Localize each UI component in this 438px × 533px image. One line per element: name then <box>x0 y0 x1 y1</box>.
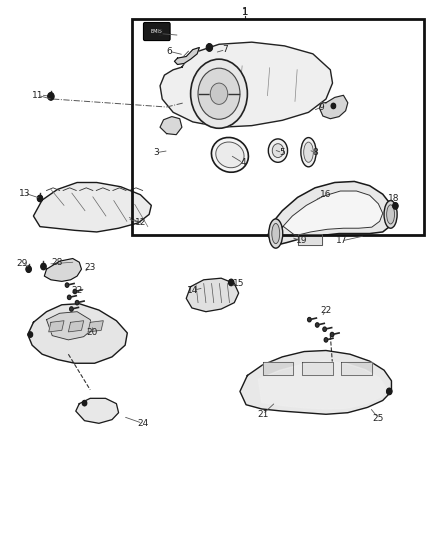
Bar <box>132 19 424 235</box>
Text: 11: 11 <box>32 91 43 100</box>
Circle shape <box>67 295 71 300</box>
Polygon shape <box>240 351 392 414</box>
Text: 21: 21 <box>257 410 268 419</box>
Circle shape <box>330 333 334 337</box>
Ellipse shape <box>216 142 244 168</box>
Polygon shape <box>297 233 321 245</box>
Polygon shape <box>160 42 332 127</box>
Polygon shape <box>258 361 386 409</box>
Text: 15: 15 <box>233 279 244 288</box>
Circle shape <box>70 307 73 311</box>
Text: 20: 20 <box>87 328 98 337</box>
Circle shape <box>65 283 69 287</box>
Polygon shape <box>186 278 239 312</box>
Polygon shape <box>283 191 383 236</box>
Circle shape <box>210 83 228 104</box>
Polygon shape <box>28 304 127 364</box>
Circle shape <box>387 388 392 394</box>
Text: 22: 22 <box>71 286 83 295</box>
Text: 7: 7 <box>223 45 229 54</box>
Polygon shape <box>44 259 81 281</box>
Text: 16: 16 <box>320 190 332 199</box>
Circle shape <box>393 203 398 209</box>
Ellipse shape <box>384 200 397 228</box>
Text: 25: 25 <box>373 414 384 423</box>
Text: EMIS: EMIS <box>151 29 163 34</box>
Polygon shape <box>319 95 348 119</box>
Ellipse shape <box>304 142 313 163</box>
Circle shape <box>41 263 46 270</box>
Polygon shape <box>263 362 293 375</box>
Circle shape <box>191 59 247 128</box>
Text: 12: 12 <box>135 219 146 228</box>
Circle shape <box>26 266 31 272</box>
Circle shape <box>272 144 284 158</box>
Polygon shape <box>302 362 332 375</box>
Polygon shape <box>268 181 396 245</box>
Polygon shape <box>160 117 182 135</box>
Circle shape <box>268 139 288 163</box>
Circle shape <box>229 279 234 286</box>
Polygon shape <box>88 321 103 332</box>
Text: 2: 2 <box>157 29 163 38</box>
Text: 4: 4 <box>240 158 246 167</box>
Text: 6: 6 <box>166 47 172 55</box>
Circle shape <box>75 301 79 305</box>
Text: 18: 18 <box>388 194 399 203</box>
Circle shape <box>198 68 240 119</box>
Ellipse shape <box>272 223 280 244</box>
Polygon shape <box>341 362 372 375</box>
Text: 19: 19 <box>296 237 308 246</box>
Text: 23: 23 <box>85 263 96 272</box>
Polygon shape <box>76 398 119 423</box>
Circle shape <box>28 332 32 337</box>
Text: 3: 3 <box>153 148 159 157</box>
Circle shape <box>324 338 328 342</box>
Text: 17: 17 <box>336 237 347 246</box>
Text: 1: 1 <box>242 7 248 18</box>
FancyBboxPatch shape <box>144 22 170 41</box>
Text: 22: 22 <box>320 305 332 314</box>
Circle shape <box>323 327 326 332</box>
Text: 14: 14 <box>187 286 198 295</box>
Circle shape <box>73 289 77 294</box>
Circle shape <box>331 103 336 109</box>
Ellipse shape <box>269 219 283 248</box>
Polygon shape <box>49 321 64 332</box>
Ellipse shape <box>387 205 395 224</box>
Circle shape <box>48 93 54 100</box>
Circle shape <box>82 400 87 406</box>
Text: 9: 9 <box>319 102 325 111</box>
Circle shape <box>315 323 319 327</box>
Text: 5: 5 <box>279 148 285 157</box>
Polygon shape <box>46 312 92 340</box>
Polygon shape <box>33 182 151 232</box>
Text: 8: 8 <box>312 148 318 157</box>
Text: 24: 24 <box>137 419 148 428</box>
Text: 1: 1 <box>242 9 248 18</box>
Circle shape <box>206 44 212 51</box>
Text: 29: 29 <box>16 260 27 268</box>
Text: 28: 28 <box>52 258 63 266</box>
Text: 13: 13 <box>19 189 31 198</box>
Ellipse shape <box>301 138 316 167</box>
Ellipse shape <box>212 138 248 172</box>
Circle shape <box>37 195 42 201</box>
Circle shape <box>307 318 311 322</box>
Polygon shape <box>174 47 199 64</box>
Polygon shape <box>68 321 84 332</box>
